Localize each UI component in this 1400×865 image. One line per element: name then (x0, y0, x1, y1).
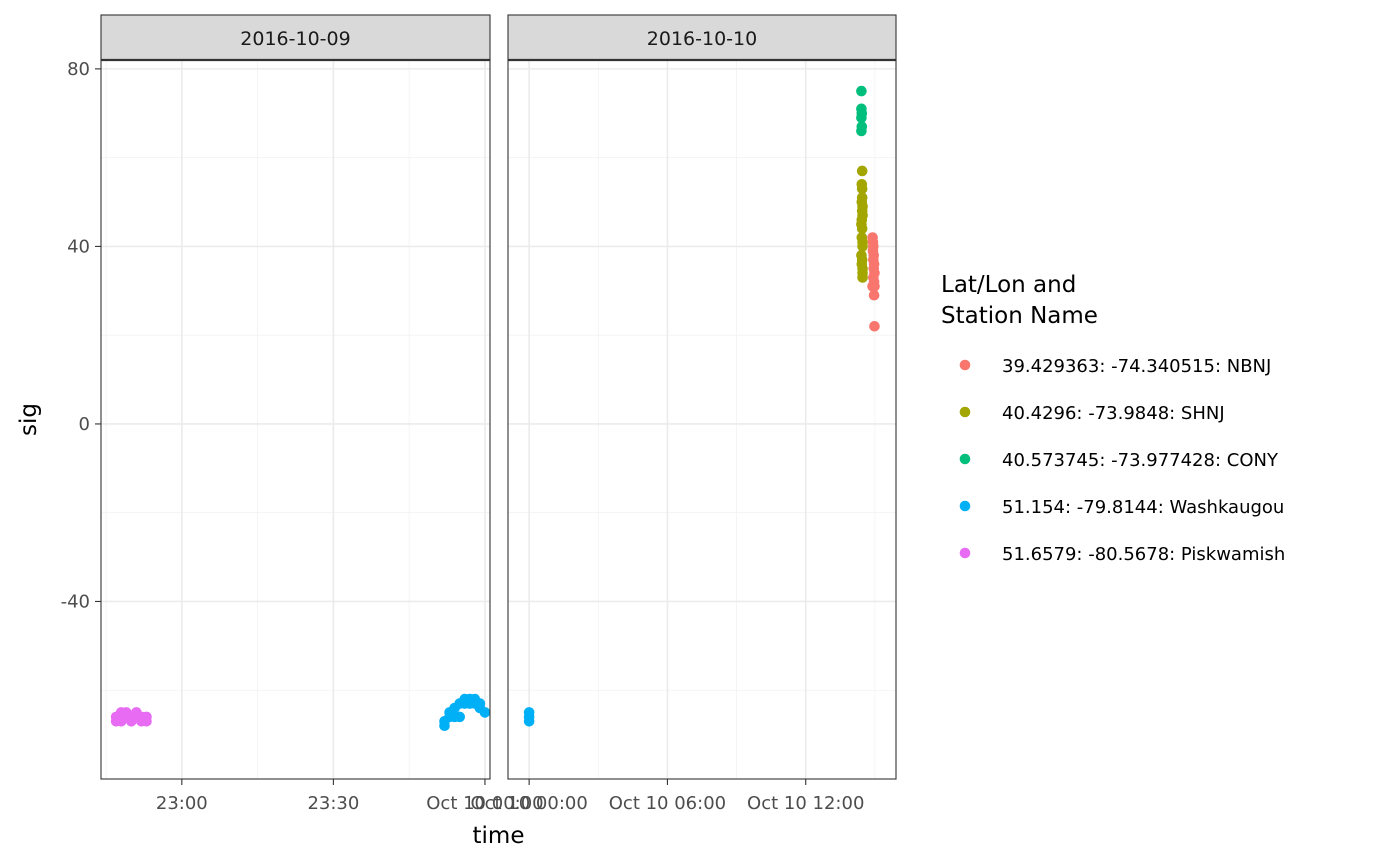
legend-label: 51.6579: -80.5678: Piskwamish (1002, 544, 1285, 565)
legend-key (959, 500, 971, 512)
x-tick-label: Oct 10 00:00 (426, 793, 543, 814)
y-axis-title: sig (16, 403, 42, 436)
data-point (141, 711, 152, 723)
legend-title: Lat/Lon and (941, 272, 1076, 298)
legend-title: Station Name (941, 303, 1098, 329)
y-tick-label: 40 (67, 236, 90, 257)
y-axis: -40 0 40 80 (61, 59, 101, 612)
x-axis-title: time (473, 823, 525, 849)
legend-item: 51.6579: -80.5678: Piskwamish (959, 544, 1285, 565)
series-51.154: -79.8144: Washkaugou (439, 693, 491, 732)
x-tick-label: Oct 10 06:00 (609, 793, 726, 814)
panel-background (101, 60, 490, 779)
panel-background (508, 60, 896, 779)
legend-item: 40.4296: -73.9848: SHNJ (959, 403, 1225, 424)
data-point (869, 320, 880, 332)
x-tick-label: Oct 10 00:00 (470, 793, 587, 814)
data-point (857, 241, 868, 252)
data-point (856, 112, 867, 123)
data-point (857, 272, 868, 283)
legend-label: 51.154: -79.8144: Washkaugou (1002, 497, 1284, 518)
legend-label: 40.4296: -73.9848: SHNJ (1002, 403, 1225, 424)
data-point (856, 223, 868, 234)
legend-key (959, 547, 971, 559)
y-tick-label: 80 (67, 59, 90, 80)
facet-strip-label: 2016-10-09 (240, 28, 350, 50)
facet-strip-label: 2016-10-10 (647, 28, 757, 50)
x-tick-label: Oct 10 12:00 (747, 793, 864, 814)
x-tick-label: 23:00 (156, 793, 208, 814)
data-point (479, 707, 491, 718)
legend-item: 51.154: -79.8144: Washkaugou (959, 497, 1284, 518)
data-point (523, 716, 535, 727)
series-51.6579: -80.5678: Piskwamish (110, 707, 152, 727)
facet-strip (100, 14, 491, 61)
series-40.4296: -73.9848: SHNJ (856, 165, 868, 283)
series-40.573745: -73.977428: CONY (856, 85, 868, 137)
data-point (869, 281, 880, 292)
legend-label: 39.429363: -74.340515: NBNJ (1002, 356, 1271, 377)
x-tick-label: 23:30 (307, 793, 359, 814)
panel-2016-10-10: 2016-10-10 Oct 10 00:00 Oct 10 06:00 Oct 10… (470, 14, 897, 814)
legend: Lat/Lon and Station Name 39.429363: -74.34… (941, 272, 1285, 565)
data-point (856, 165, 868, 177)
data-point (856, 183, 868, 195)
legend-key (959, 359, 971, 371)
legend-key (959, 453, 971, 465)
y-tick-label: 0 (79, 414, 90, 435)
data-point (454, 711, 465, 723)
legend-key (959, 406, 971, 418)
data-point (856, 125, 867, 137)
legend-label: 40.573745: -73.977428: CONY (1002, 450, 1279, 471)
panel-2016-10-09: 2016-10-09 23:00 23:30 Oct 10 00:00 (100, 14, 544, 814)
series-39.429363: -74.340515: NBNJ (867, 232, 880, 332)
data-point (856, 85, 867, 97)
y-tick-label: -40 (61, 591, 90, 612)
data-point (868, 289, 880, 301)
legend-item: 39.429363: -74.340515: NBNJ (959, 356, 1271, 377)
legend-item: 40.573745: -73.977428: CONY (959, 450, 1279, 471)
series-51.154: -79.8144: Washkaugou (523, 707, 535, 727)
